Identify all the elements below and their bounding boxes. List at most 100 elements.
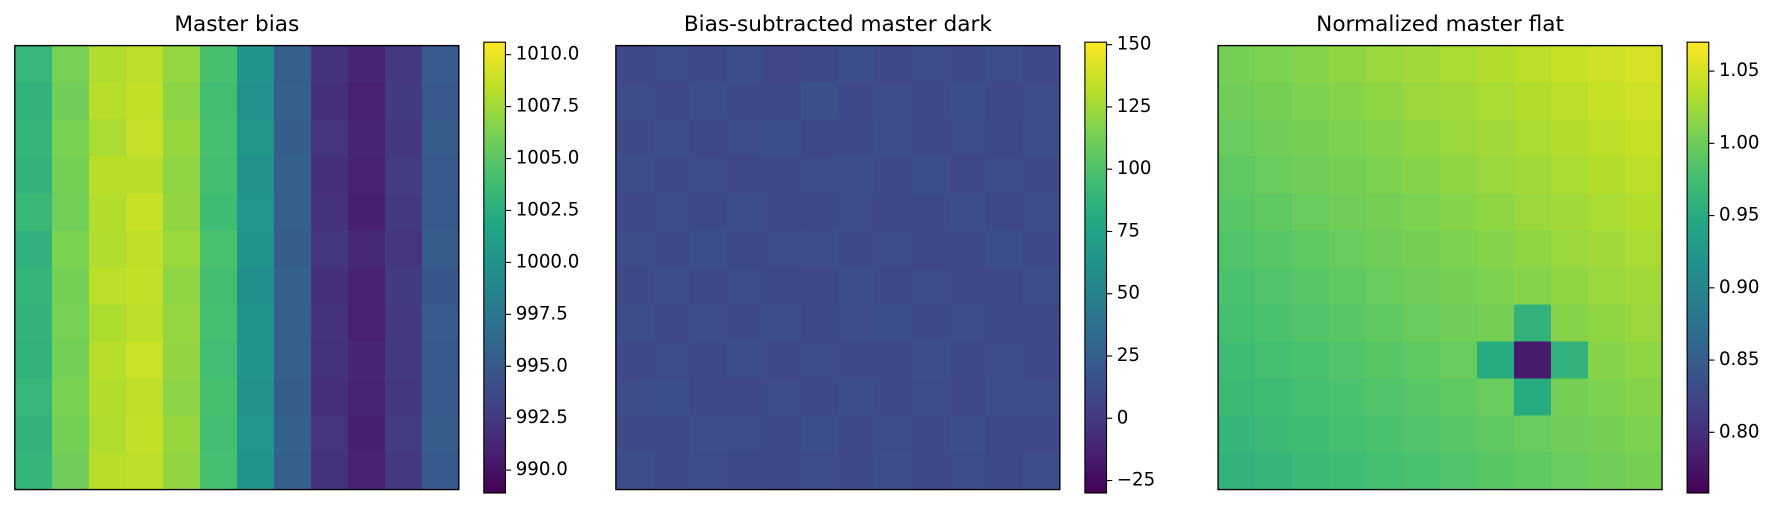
heatmap-cell (726, 378, 765, 417)
heatmap-cell (874, 119, 913, 158)
heatmap-cell (1588, 156, 1626, 195)
heatmap-cell (1588, 415, 1626, 454)
heatmap-cell (1366, 341, 1404, 380)
heatmap-cell (837, 156, 876, 195)
colorbar-tick-label: 1000.0 (516, 251, 580, 272)
heatmap-cell (1403, 341, 1441, 380)
heatmap-cell (1366, 45, 1404, 84)
heatmap-cell (1551, 267, 1589, 306)
heatmap-cell (1514, 230, 1552, 269)
heatmap-cell (162, 267, 201, 306)
heatmap-cell (1551, 452, 1589, 491)
heatmap-cell (88, 230, 127, 269)
heatmap-cell (14, 193, 53, 232)
heatmap-cell (726, 193, 765, 232)
heatmap-cell (310, 341, 349, 380)
heatmap-cell (763, 82, 802, 121)
heatmap-cell (88, 156, 127, 195)
heatmap-cell (1477, 230, 1515, 269)
heatmap-cell (310, 45, 349, 84)
heatmap-cell (911, 82, 950, 121)
heatmap-cell (162, 156, 201, 195)
heatmap-cell (1218, 452, 1256, 491)
heatmap-cell (652, 304, 691, 343)
heatmap-cell (1366, 230, 1404, 269)
heatmap-cell (837, 304, 876, 343)
heatmap-cell (236, 119, 275, 158)
chart-title: Normalized master flat (1316, 12, 1564, 37)
heatmap-cell (911, 156, 950, 195)
heatmap-cell (1403, 415, 1441, 454)
heatmap-cell (615, 267, 654, 306)
heatmap-cell (837, 45, 876, 84)
heatmap-cell (310, 230, 349, 269)
heatmap-cell (14, 82, 53, 121)
heatmap-cell (1477, 415, 1515, 454)
heatmap-cell (310, 82, 349, 121)
heatmap-cell (310, 378, 349, 417)
heatmap-cell (421, 452, 460, 491)
heatmap-cell (1625, 230, 1663, 269)
heatmap (1218, 45, 1663, 491)
heatmap-cell (911, 119, 950, 158)
heatmap-cell (726, 230, 765, 269)
heatmap-cell (1292, 82, 1330, 121)
heatmap-cell (1255, 452, 1293, 491)
colorbar-tick-label: 25 (1117, 345, 1140, 366)
heatmap-cell (763, 341, 802, 380)
heatmap-cell (911, 267, 950, 306)
heatmap-cell (837, 119, 876, 158)
heatmap-cell (726, 304, 765, 343)
heatmap-cell (199, 156, 238, 195)
heatmap-cell (1514, 119, 1552, 158)
heatmap-cell (1551, 304, 1589, 343)
heatmap-cell (1440, 45, 1478, 84)
heatmap-cell (1255, 45, 1293, 84)
heatmap-cell (1477, 267, 1515, 306)
heatmap-cell (88, 193, 127, 232)
heatmap-cell (347, 156, 386, 195)
heatmap-cell (1218, 415, 1256, 454)
heatmap-cell (384, 267, 423, 306)
heatmap-cell (1403, 230, 1441, 269)
heatmap-cell (615, 230, 654, 269)
colorbar-tick-label: 1.05 (1719, 60, 1760, 81)
heatmap-cell (689, 452, 728, 491)
heatmap-cell (615, 341, 654, 380)
heatmap-cell (162, 341, 201, 380)
heatmap-cell (689, 119, 728, 158)
plot-frame (14, 44, 460, 491)
heatmap-cell (1329, 193, 1367, 232)
heatmap-cell (874, 304, 913, 343)
heatmap-cell (985, 415, 1024, 454)
heatmap-cell (310, 156, 349, 195)
heatmap-cell (1440, 267, 1478, 306)
heatmap-cell (800, 341, 839, 380)
heatmap-cell (652, 156, 691, 195)
heatmap-cell (615, 193, 654, 232)
colorbar-tick-label: 0.80 (1719, 421, 1760, 442)
heatmap-cell (1329, 82, 1367, 121)
heatmap-cell (384, 452, 423, 491)
heatmap-cell (88, 304, 127, 343)
heatmap-cell (125, 304, 164, 343)
heatmap-cell (1329, 341, 1367, 380)
heatmap-cell (384, 415, 423, 454)
heatmap-cell (14, 230, 53, 269)
heatmap-cell (652, 45, 691, 84)
heatmap-cell (51, 304, 90, 343)
heatmap-cell (1440, 304, 1478, 343)
heatmap-cell (652, 193, 691, 232)
heatmap-cell (421, 119, 460, 158)
heatmap-cell (51, 156, 90, 195)
heatmap-cell (837, 415, 876, 454)
heatmap-cell (88, 82, 127, 121)
heatmap-cell (1403, 267, 1441, 306)
heatmap-cell (1440, 119, 1478, 158)
heatmap-cell (1329, 45, 1367, 84)
heatmap-cell (948, 156, 987, 195)
heatmap-cell (1329, 267, 1367, 306)
heatmap-cell (985, 156, 1024, 195)
heatmap-cell (689, 341, 728, 380)
